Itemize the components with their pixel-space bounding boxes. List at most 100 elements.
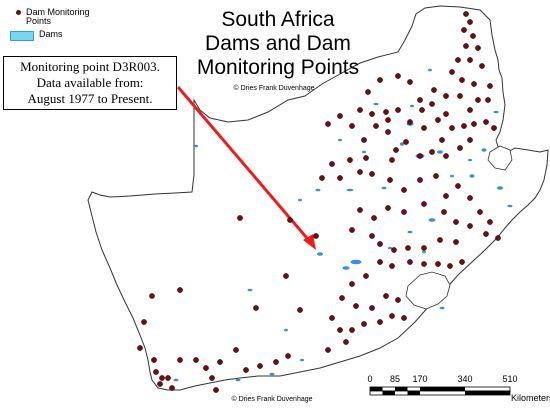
- monitoring-point-marker: [431, 87, 437, 93]
- monitoring-point-marker: [329, 161, 335, 167]
- monitoring-point-marker: [319, 175, 325, 181]
- monitoring-point-marker: [137, 345, 143, 351]
- dam-mark: [407, 230, 413, 234]
- callout-box: Monitoring point D3R003. Data available …: [3, 56, 177, 110]
- monitoring-point-marker: [417, 97, 423, 103]
- map-legend: Dam Monitoring Points Dams: [10, 8, 90, 41]
- monitoring-point-marker: [477, 209, 483, 215]
- monitoring-point-marker: [387, 177, 393, 183]
- monitoring-point-symbol-icon: [16, 10, 21, 15]
- monitoring-point-marker: [287, 217, 293, 223]
- monitoring-point-marker: [479, 63, 485, 69]
- legend-row-points: Dam Monitoring Points: [10, 8, 90, 26]
- monitoring-point-marker: [357, 207, 363, 213]
- dam-mark: [362, 150, 366, 154]
- monitoring-point-marker: [421, 125, 427, 131]
- monitoring-point-marker: [153, 369, 159, 375]
- monitoring-point-marker: [151, 357, 157, 363]
- monitoring-point-marker: [283, 273, 289, 279]
- monitoring-point-marker: [421, 261, 427, 267]
- dam-mark: [450, 174, 454, 178]
- monitoring-point-marker: [395, 297, 401, 303]
- callout-arrow-head: [303, 234, 316, 250]
- monitoring-point-marker: [357, 169, 363, 175]
- lesotho-outline: [405, 271, 451, 310]
- monitoring-point-marker: [339, 295, 345, 301]
- monitoring-point-marker: [385, 205, 391, 211]
- monitoring-point-marker: [407, 79, 413, 85]
- monitoring-point-marker: [285, 353, 291, 359]
- monitoring-point-marker: [209, 375, 215, 381]
- monitoring-point-marker: [441, 209, 447, 215]
- monitoring-point-marker: [475, 97, 481, 103]
- legend-row-dams: Dams: [10, 30, 90, 41]
- monitoring-point-marker: [193, 357, 199, 363]
- monitoring-point-marker: [157, 381, 163, 387]
- monitoring-point-marker: [395, 73, 401, 79]
- monitoring-point-marker: [403, 139, 409, 145]
- monitoring-point-marker: [471, 121, 477, 127]
- map-title: South Africa Dams and Dam Monitoring Poi…: [178, 8, 378, 80]
- dam-mark: [381, 186, 387, 190]
- dam-mark: [493, 110, 499, 114]
- dam-mark: [497, 186, 503, 190]
- monitoring-point-marker: [455, 183, 461, 189]
- monitoring-point-marker: [459, 77, 465, 83]
- eswatini-outline: [487, 145, 513, 171]
- dam-mark: [346, 188, 354, 192]
- dam-mark: [481, 148, 487, 152]
- dam-symbol-icon: [10, 31, 34, 41]
- dam-mark: [338, 138, 342, 142]
- monitoring-point-marker: [369, 171, 375, 177]
- monitoring-point-marker: [217, 359, 223, 365]
- title-line-1: South Africa: [221, 8, 335, 31]
- monitoring-points-layer: [137, 11, 501, 393]
- monitoring-point-marker: [383, 109, 389, 115]
- monitoring-point-marker: [395, 107, 401, 113]
- monitoring-point-marker: [417, 153, 423, 159]
- callout-line-2: Data available from:: [36, 75, 144, 90]
- monitoring-point-marker: [443, 193, 449, 199]
- dam-mark: [388, 246, 392, 250]
- monitoring-point-marker: [349, 281, 355, 287]
- monitoring-point-marker: [487, 83, 493, 89]
- monitoring-point-marker: [471, 81, 477, 87]
- credit-bottom: © Dries Frank Duvenhage: [231, 396, 313, 403]
- monitoring-point-marker: [429, 101, 435, 107]
- monitoring-point-marker: [421, 201, 427, 207]
- monitoring-point-marker: [407, 259, 413, 265]
- monitoring-point-marker: [467, 57, 473, 63]
- credit-top: © Dries Frank Duvenhage: [233, 85, 315, 92]
- monitoring-point-marker: [467, 107, 473, 113]
- monitoring-point-marker: [405, 245, 411, 251]
- monitoring-point-marker: [349, 123, 355, 129]
- monitoring-point-marker: [449, 125, 455, 131]
- monitoring-point-marker: [149, 293, 155, 299]
- dam-mark: [507, 204, 513, 208]
- monitoring-point-marker: [467, 223, 473, 229]
- monitoring-point-marker: [385, 117, 391, 123]
- dam-mark: [317, 252, 323, 256]
- title-line-3: Monitoring Points: [196, 56, 360, 79]
- monitoring-point-marker: [377, 319, 383, 325]
- scale-tick-2: 170: [412, 374, 428, 384]
- callout-line-1: Monitoring point D3R003.: [20, 59, 160, 74]
- monitoring-point-marker: [383, 293, 389, 299]
- dam-mark: [422, 250, 426, 254]
- dam-mark: [235, 378, 241, 382]
- monitoring-point-marker: [470, 33, 476, 39]
- monitoring-point-marker: [421, 245, 427, 251]
- monitoring-point-marker: [389, 263, 395, 269]
- monitoring-point-marker: [439, 137, 445, 143]
- monitoring-point-marker: [449, 69, 455, 75]
- dam-mark: [315, 188, 321, 192]
- monitoring-point-marker: [407, 119, 413, 125]
- scale-tick-0: 0: [367, 374, 373, 384]
- monitoring-point-marker: [391, 247, 397, 253]
- dam-mark: [247, 288, 253, 292]
- monitoring-point-marker: [433, 173, 439, 179]
- monitoring-point-marker: [377, 259, 383, 265]
- monitoring-point-marker: [369, 111, 375, 117]
- dam-mark: [373, 102, 379, 106]
